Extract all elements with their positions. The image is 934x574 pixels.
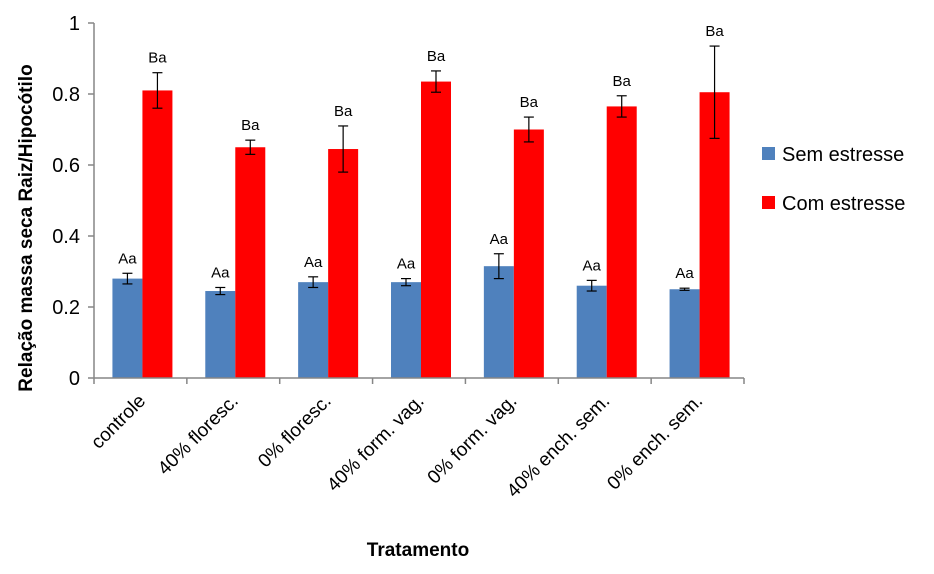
x-category-label: 40% form. vag. xyxy=(323,391,428,496)
data-label: Ba xyxy=(427,48,446,65)
bar-com-estresse xyxy=(513,129,544,378)
x-category-label: controle xyxy=(87,391,150,454)
bar-sem-estresse xyxy=(576,285,607,378)
legend-swatch-sem-estresse xyxy=(762,147,775,160)
y-tick-label: 0.2 xyxy=(52,297,80,319)
bar-com-estresse xyxy=(606,106,637,379)
bar-com-estresse xyxy=(421,81,451,378)
data-label: Aa xyxy=(304,254,323,271)
data-label: Ba xyxy=(705,23,724,40)
data-label: Aa xyxy=(397,256,416,273)
data-label: Aa xyxy=(675,265,694,282)
legend-swatch-com-estresse xyxy=(762,196,775,209)
data-label: Ba xyxy=(148,50,167,67)
axes-layer xyxy=(93,23,745,384)
legend: Sem estresse Com estresse xyxy=(762,144,905,215)
legend-label-com-estresse: Com estresse xyxy=(782,193,905,215)
bar-sem-estresse xyxy=(205,291,236,378)
y-tick-label: 0 xyxy=(69,368,80,390)
data-label: Aa xyxy=(583,257,602,274)
x-axis-title: Tratamento xyxy=(367,540,469,561)
data-label: Aa xyxy=(118,250,137,267)
y-ticks: 0 0.2 0.4 0.6 0.8 1 xyxy=(52,13,94,390)
data-label: Ba xyxy=(613,73,632,90)
bar-com-estresse xyxy=(699,92,730,378)
bar-com-estresse xyxy=(235,147,266,378)
data-label: Ba xyxy=(241,117,260,134)
x-category-label: 40% floresc. xyxy=(154,391,243,480)
y-tick-label: 0.6 xyxy=(52,155,80,177)
bar-com-estresse xyxy=(142,90,173,378)
bar-sem-estresse xyxy=(391,282,421,378)
bar-com-estresse xyxy=(328,149,359,378)
y-tick-label: 0.8 xyxy=(52,84,80,106)
x-category-label: 0% floresc. xyxy=(254,391,335,472)
data-label: Aa xyxy=(211,264,230,281)
bar-sem-estresse xyxy=(483,266,514,378)
data-label: Aa xyxy=(490,231,509,248)
data-label: Ba xyxy=(334,103,353,120)
x-category-label: 0% form. vag. xyxy=(424,391,522,489)
bars-layer: Aa Ba Aa Ba Aa Ba Aa Ba Aa Ba Aa Ba Aa Ba xyxy=(112,23,730,379)
x-category-label: 0% ench. sem. xyxy=(603,391,707,495)
data-label: Ba xyxy=(520,94,539,111)
bar-sem-estresse xyxy=(669,289,700,378)
x-category-label: 40% ench. sem. xyxy=(503,391,614,502)
y-tick-label: 1 xyxy=(69,13,80,35)
legend-label-sem-estresse: Sem estresse xyxy=(782,144,904,166)
y-axis-title: Relação massa seca Raiz/Hipocótilo xyxy=(16,64,37,391)
y-tick-label: 0.4 xyxy=(52,226,80,248)
x-category-labels: controle 40% floresc. 0% floresc.40% form.… xyxy=(87,391,707,502)
bar-sem-estresse xyxy=(112,278,143,378)
bar-sem-estresse xyxy=(298,282,329,378)
